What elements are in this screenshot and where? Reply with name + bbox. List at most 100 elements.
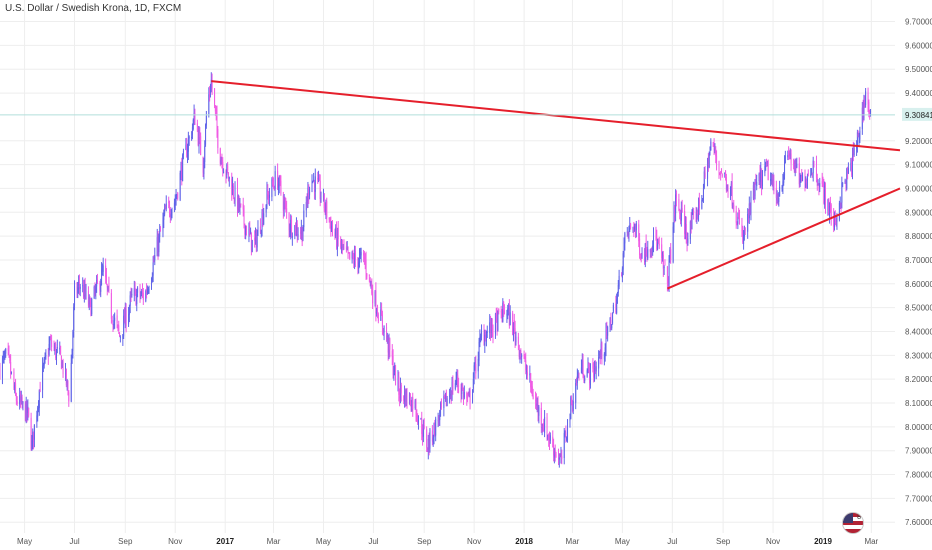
candle-body bbox=[426, 429, 428, 448]
candle-body bbox=[47, 356, 49, 358]
candle-body bbox=[815, 161, 817, 178]
candle-body bbox=[641, 252, 643, 258]
candle-body bbox=[223, 171, 225, 174]
candle-body bbox=[741, 224, 743, 232]
candle-body bbox=[13, 371, 15, 389]
candle-body bbox=[496, 313, 498, 332]
x-tick-label: 2017 bbox=[216, 537, 234, 546]
candle-body bbox=[337, 227, 339, 240]
candle-body bbox=[43, 358, 45, 366]
candle-body bbox=[279, 175, 281, 182]
candle-body bbox=[802, 175, 804, 181]
candle-body bbox=[219, 148, 221, 164]
candle-body bbox=[724, 173, 726, 175]
candle-body bbox=[578, 373, 580, 376]
candle-body bbox=[341, 239, 343, 248]
candle-body bbox=[117, 324, 119, 326]
candle-body bbox=[397, 377, 399, 384]
candle-body bbox=[472, 389, 474, 402]
candle-body bbox=[440, 400, 442, 408]
candle-body bbox=[698, 198, 700, 209]
candle-body bbox=[485, 331, 487, 342]
candle-body bbox=[156, 237, 158, 257]
candle-body bbox=[24, 402, 26, 421]
candle-body bbox=[606, 327, 608, 338]
candle-body bbox=[753, 184, 755, 198]
candle-body bbox=[729, 192, 731, 196]
candle-body bbox=[520, 350, 522, 357]
candle-body bbox=[661, 244, 663, 259]
candle-body bbox=[560, 454, 562, 458]
candle-body bbox=[477, 358, 479, 372]
candle-body bbox=[618, 275, 620, 287]
candle-body bbox=[417, 420, 419, 425]
candle-body bbox=[72, 331, 74, 351]
y-tick-label: 7.80000 bbox=[905, 471, 932, 480]
candle-body bbox=[707, 158, 709, 179]
candle-body bbox=[359, 253, 361, 255]
candle-body bbox=[484, 334, 486, 346]
candle-body bbox=[863, 101, 865, 118]
candle-body bbox=[530, 386, 532, 388]
candle-body bbox=[509, 312, 511, 325]
candle-body bbox=[210, 79, 212, 91]
candle-body bbox=[867, 92, 869, 104]
candle-body bbox=[565, 432, 567, 439]
candle-body bbox=[649, 249, 651, 252]
candle-body bbox=[119, 336, 121, 338]
candle-body bbox=[725, 171, 727, 179]
candle-body bbox=[776, 198, 778, 201]
candle-body bbox=[94, 289, 96, 292]
candle-body bbox=[404, 389, 406, 406]
candle-body bbox=[747, 213, 749, 232]
candle-body bbox=[678, 199, 680, 211]
candle-body bbox=[163, 215, 165, 220]
candle-body bbox=[297, 234, 299, 237]
candle-body bbox=[542, 425, 544, 427]
candle-body bbox=[410, 405, 412, 411]
candle-body bbox=[152, 262, 154, 276]
candle-body bbox=[712, 141, 714, 147]
candle-body bbox=[245, 226, 247, 236]
candle-body bbox=[709, 150, 711, 153]
candle-body bbox=[376, 312, 378, 314]
candle-body bbox=[274, 171, 276, 190]
candle-body bbox=[811, 173, 813, 175]
candle-body bbox=[452, 380, 454, 392]
candle-body bbox=[621, 274, 623, 276]
candle-body bbox=[519, 351, 521, 358]
candle-body bbox=[506, 313, 508, 316]
candle-body bbox=[273, 184, 275, 187]
candle-body bbox=[256, 235, 258, 248]
candle-body bbox=[55, 344, 57, 359]
candle-body bbox=[387, 337, 389, 353]
candle-body bbox=[10, 371, 12, 373]
candle-body bbox=[250, 230, 252, 235]
candle-body bbox=[617, 284, 619, 293]
y-tick-label: 7.70000 bbox=[905, 494, 932, 503]
candle-body bbox=[823, 183, 825, 204]
us-flag-icon[interactable]: 8 bbox=[842, 512, 864, 534]
candle-body bbox=[176, 194, 178, 197]
candle-body bbox=[83, 286, 85, 299]
candle-body bbox=[634, 227, 636, 231]
candle-body bbox=[508, 306, 510, 310]
candle-body bbox=[340, 242, 342, 247]
candle-body bbox=[288, 213, 290, 231]
candle-body bbox=[141, 291, 143, 294]
candle-body bbox=[313, 180, 315, 193]
candle-body bbox=[423, 425, 425, 429]
candle-body bbox=[158, 235, 160, 253]
candle-body bbox=[36, 415, 38, 423]
candle-body bbox=[208, 94, 210, 115]
candle-body bbox=[839, 203, 841, 205]
candle-body bbox=[698, 197, 700, 217]
candle-body bbox=[566, 437, 568, 441]
candle-body bbox=[640, 257, 642, 259]
candle-body bbox=[634, 226, 636, 230]
candle-body bbox=[844, 180, 846, 184]
candle-body bbox=[49, 340, 51, 346]
candle-body bbox=[352, 254, 354, 258]
candle-body bbox=[335, 227, 337, 237]
